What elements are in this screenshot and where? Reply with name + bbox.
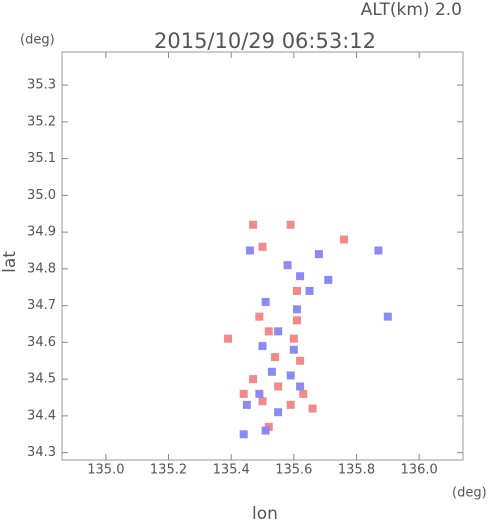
data-cell xyxy=(324,275,333,284)
y-tick-label: 34.6 xyxy=(27,335,56,350)
data-cell xyxy=(274,408,283,417)
data-cell xyxy=(242,400,251,409)
altitude-label: ALT(km) 2.0 xyxy=(361,0,462,20)
data-cell xyxy=(245,246,254,255)
data-cell xyxy=(224,334,233,343)
y-unit: (deg) xyxy=(20,33,55,48)
y-tick-label: 35.1 xyxy=(27,151,56,166)
data-cell xyxy=(299,389,308,398)
data-cell xyxy=(286,400,295,409)
data-cell xyxy=(274,382,283,391)
data-cell xyxy=(292,305,301,314)
data-cell xyxy=(286,371,295,380)
y-tick-label: 35.0 xyxy=(27,188,56,203)
y-tick-label: 34.4 xyxy=(27,408,56,423)
y-tick-label: 34.8 xyxy=(27,261,56,276)
data-cell xyxy=(255,312,264,321)
y-tick-label: 34.5 xyxy=(27,372,56,387)
data-cell xyxy=(255,389,264,398)
data-cell xyxy=(286,220,295,229)
y-axis-label: lat xyxy=(0,251,20,273)
data-cell xyxy=(296,356,305,365)
data-cell xyxy=(296,272,305,281)
data-cell xyxy=(374,246,383,255)
data-cell xyxy=(292,286,301,295)
x-axis-label: lon xyxy=(252,504,278,521)
x-tick-label: 135.2 xyxy=(150,463,187,478)
data-cell xyxy=(239,389,248,398)
y-tick-label: 34.3 xyxy=(27,445,56,460)
data-cell xyxy=(383,312,392,321)
data-cell xyxy=(261,426,270,435)
x-tick-label: 135.4 xyxy=(213,463,250,478)
data-cell xyxy=(258,397,267,406)
x-tick-label: 135.6 xyxy=(275,463,312,478)
x-tick-label: 135.8 xyxy=(338,463,375,478)
data-cell xyxy=(289,334,298,343)
data-cell xyxy=(289,345,298,354)
data-cell xyxy=(249,220,258,229)
data-cell xyxy=(271,353,280,362)
y-tick-label: 34.7 xyxy=(27,298,56,313)
data-cell xyxy=(249,375,258,384)
data-cell xyxy=(339,235,348,244)
x-tick-label: 136.0 xyxy=(401,463,438,478)
data-cell xyxy=(305,286,314,295)
data-cell xyxy=(308,404,317,413)
y-tick-label: 35.3 xyxy=(27,78,56,93)
data-cell xyxy=(292,316,301,325)
data-cell xyxy=(264,327,273,336)
data-cell xyxy=(296,382,305,391)
data-cell xyxy=(258,242,267,251)
data-cell xyxy=(267,367,276,376)
x-unit: (deg) xyxy=(452,486,487,501)
plot-frame xyxy=(61,51,464,461)
data-cell xyxy=(274,327,283,336)
y-tick-label: 34.9 xyxy=(27,225,56,240)
data-cell xyxy=(283,261,292,270)
data-cell xyxy=(314,250,323,259)
data-cell xyxy=(261,297,270,306)
y-tick-label: 35.2 xyxy=(27,114,56,129)
x-tick-label: 135.0 xyxy=(87,463,124,478)
chart-title: 2015/10/29 06:53:12 xyxy=(154,29,376,53)
data-cell xyxy=(258,342,267,351)
data-cell xyxy=(239,430,248,439)
